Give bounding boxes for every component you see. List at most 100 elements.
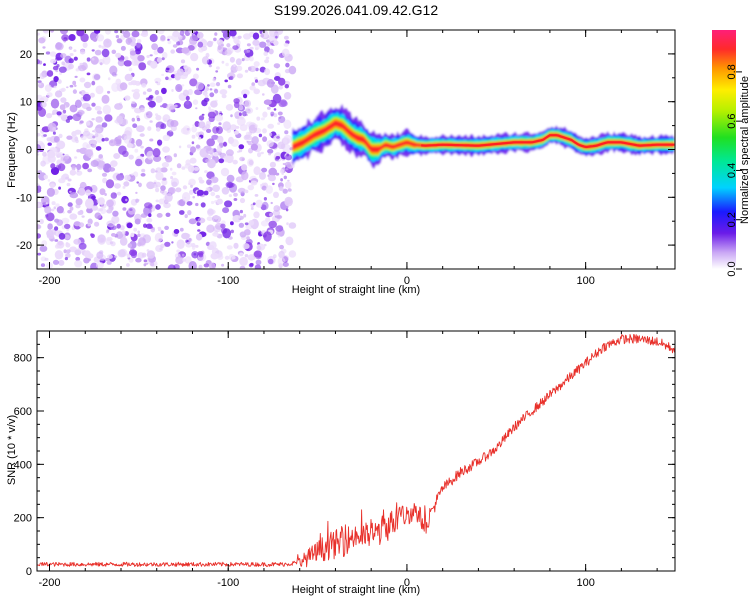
- noise-blob: [238, 112, 242, 116]
- noise-blob: [208, 106, 212, 110]
- noise-blob: [212, 184, 221, 192]
- noise-blob: [74, 129, 82, 135]
- noise-blob: [120, 45, 126, 51]
- noise-blob: [127, 207, 136, 215]
- noise-blob: [243, 213, 247, 218]
- noise-blob: [212, 78, 216, 82]
- noise-blob: [56, 206, 64, 214]
- noise-blob: [87, 218, 93, 225]
- noise-blob: [209, 262, 216, 269]
- noise-blob: [268, 174, 276, 182]
- noise-blob: [39, 218, 44, 225]
- noise-blob: [185, 241, 193, 248]
- noise-blob: [214, 88, 219, 94]
- noise-blob: [221, 30, 228, 34]
- noise-blob: [288, 222, 297, 229]
- noise-blob: [94, 105, 102, 111]
- noise-blob: [150, 168, 156, 174]
- noise-blob: [171, 32, 180, 42]
- noise-blob: [156, 127, 161, 132]
- noise-blob: [251, 136, 259, 145]
- noise-blob: [102, 104, 112, 115]
- noise-blob: [195, 244, 199, 248]
- noise-blob: [253, 166, 261, 176]
- noise-blob: [61, 217, 70, 224]
- noise-blob: [215, 82, 221, 87]
- noise-blob: [277, 134, 280, 137]
- noise-blob: [70, 188, 74, 192]
- noise-blob: [80, 135, 87, 141]
- noise-blob: [139, 133, 145, 137]
- noise-blob: [190, 184, 193, 188]
- noise-blob: [210, 100, 218, 108]
- noise-blob: [207, 111, 216, 119]
- noise-blob: [79, 91, 82, 94]
- noise-blob: [136, 125, 145, 133]
- noise-blob: [123, 60, 132, 67]
- noise-blob: [140, 33, 144, 36]
- noise-blob: [193, 166, 200, 171]
- noise-blob: [263, 51, 269, 56]
- noise-blob: [270, 84, 279, 94]
- noise-blob: [226, 245, 233, 250]
- noise-blob: [122, 185, 126, 189]
- noise-blob: [85, 198, 94, 209]
- noise-blob: [286, 153, 290, 157]
- noise-blob: [182, 258, 187, 262]
- noise-blob: [214, 114, 224, 122]
- noise-blob: [235, 125, 240, 129]
- snr-y-tick-label: 600: [14, 406, 32, 418]
- noise-blob: [200, 202, 206, 208]
- noise-blob: [177, 200, 183, 206]
- noise-blob: [69, 213, 78, 220]
- noise-blob: [169, 105, 176, 113]
- noise-blob: [75, 256, 81, 262]
- noise-blob: [239, 252, 244, 257]
- noise-blob: [119, 237, 128, 246]
- noise-blob: [197, 32, 204, 39]
- snr-x-axis-label: Height of straight line (km): [292, 584, 420, 596]
- noise-blob: [171, 171, 177, 176]
- noise-blob: [206, 179, 212, 186]
- noise-blob: [53, 136, 60, 143]
- noise-blob: [153, 182, 157, 185]
- noise-blob: [252, 32, 260, 40]
- noise-blob: [197, 41, 204, 48]
- noise-blob: [212, 126, 219, 134]
- noise-blob: [88, 139, 98, 146]
- noise-blob: [157, 46, 164, 54]
- noise-blob: [57, 79, 62, 84]
- noise-blob: [239, 256, 249, 266]
- noise-blob: [112, 210, 119, 217]
- noise-blob: [143, 259, 148, 263]
- noise-blob: [78, 242, 87, 250]
- noise-blob: [124, 73, 133, 82]
- noise-blob: [86, 207, 93, 214]
- noise-blob: [251, 82, 255, 87]
- noise-blob: [273, 63, 281, 69]
- noise-blob: [170, 177, 180, 187]
- noise-blob: [254, 76, 258, 81]
- noise-blob: [278, 77, 286, 86]
- noise-blob: [154, 232, 163, 243]
- noise-blob: [74, 99, 82, 109]
- noise-blob: [116, 115, 124, 124]
- noise-blob: [148, 94, 154, 99]
- noise-blob: [229, 30, 237, 37]
- noise-blob: [191, 251, 199, 259]
- spectrogram-y-tick-label: -10: [16, 192, 32, 204]
- noise-blob: [170, 74, 176, 79]
- noise-blob: [242, 111, 247, 117]
- noise-blob: [222, 47, 228, 51]
- spectrogram-x-tick-label: 0: [404, 275, 410, 287]
- noise-blob: [100, 237, 104, 243]
- noise-blob: [250, 180, 258, 186]
- noise-blob: [239, 265, 246, 269]
- noise-blob: [190, 52, 199, 62]
- noise-blob: [232, 45, 239, 50]
- noise-blob: [73, 238, 82, 245]
- noise-blob: [161, 178, 168, 186]
- noise-blob: [90, 56, 99, 65]
- noise-blob: [95, 85, 104, 95]
- noise-blob: [173, 153, 177, 158]
